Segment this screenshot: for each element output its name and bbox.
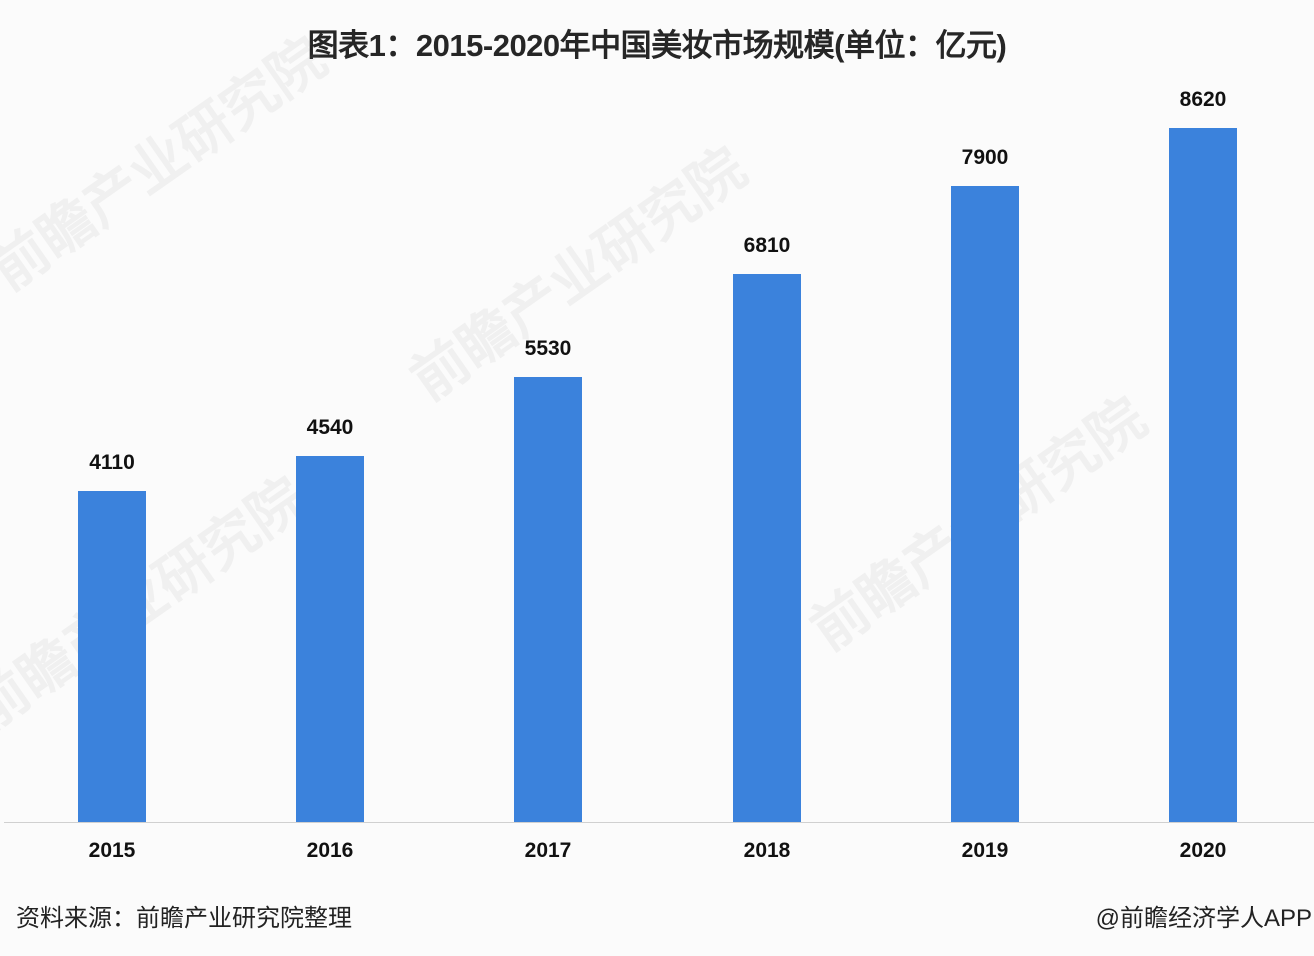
watermark: 前瞻产业研究院 xyxy=(0,25,337,303)
bar-2019 xyxy=(951,185,1019,822)
bar-2018 xyxy=(733,273,801,822)
data-label-2020: 8620 xyxy=(1179,88,1227,111)
x-tick-label-2020: 2020 xyxy=(1179,839,1227,862)
bar-2016 xyxy=(296,456,364,822)
x-tick-label-2015: 2015 xyxy=(88,839,136,862)
x-tick-label-2018: 2018 xyxy=(743,839,791,862)
data-label-2015: 4110 xyxy=(89,451,135,475)
x-tick-label-2016: 2016 xyxy=(306,839,354,862)
bar-2017 xyxy=(514,376,582,822)
x-tick-label-2017: 2017 xyxy=(524,839,572,862)
watermark: 前瞻产业研究院 xyxy=(399,135,757,413)
credit-note: @前瞻经济学人APP xyxy=(1095,905,1312,932)
chart-title: 图表1：2015-2020年中国美妆市场规模(单位：亿元) xyxy=(307,28,1007,63)
data-label-2018: 6810 xyxy=(743,233,791,257)
x-tick-label-2019: 2019 xyxy=(961,839,1009,862)
watermark: 前瞻产业研究院 xyxy=(0,465,317,743)
bar-2020 xyxy=(1169,128,1237,822)
source-note: 资料来源：前瞻产业研究院整理 xyxy=(16,905,352,932)
data-label-2016: 4540 xyxy=(306,416,354,440)
data-label-2017: 5530 xyxy=(524,336,572,360)
x-axis-line xyxy=(4,822,1314,823)
bar-2015 xyxy=(78,491,146,822)
data-label-2019: 7900 xyxy=(961,145,1009,169)
